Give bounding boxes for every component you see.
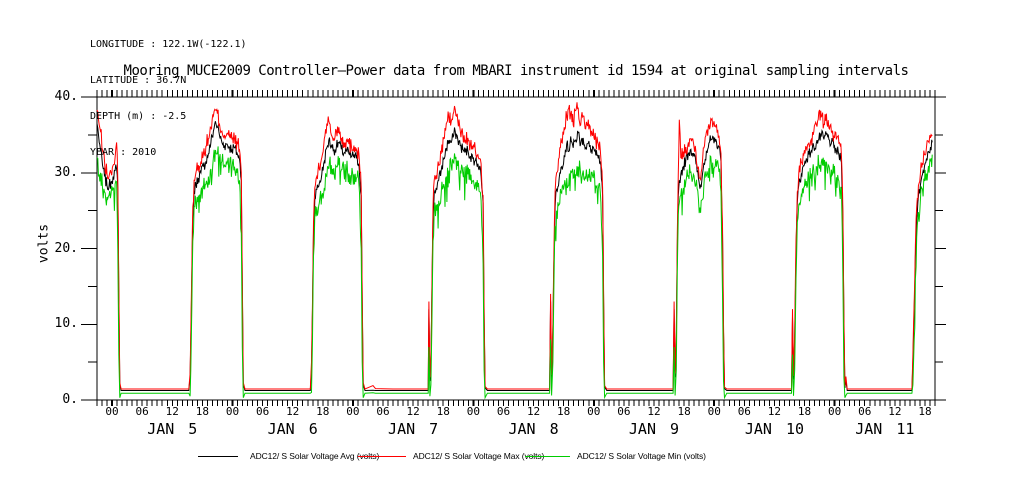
legend-line-max: [358, 456, 406, 457]
x-hour-label: 18: [918, 405, 932, 418]
legend-line-avg: [198, 456, 238, 457]
chart-legend: ADC12/ S Solar Voltage Avg (volts) ADC12/…: [0, 449, 1009, 465]
x-day-label: JAN 7: [388, 420, 439, 438]
x-day-label: JAN 9: [628, 420, 680, 438]
x-hour-label: 12: [526, 405, 541, 418]
legend-label-max: ADC12/ S Solar Voltage Max (volts): [413, 451, 545, 461]
x-axis-hour-labels: 00 06 12 18 00 06 12 18 00 06 12 18 00 06 12 18 00 06 12 18…: [0, 406, 1009, 419]
x-hour-label: 12: [286, 405, 300, 418]
year-text: YEAR : 2010: [90, 147, 157, 158]
x-hour-label: 06: [858, 405, 872, 418]
y-tick-label: 30.: [54, 164, 78, 180]
x-hour-label: 18: [557, 405, 571, 418]
x-hour-label: 00: [105, 405, 119, 418]
series-line-min: [96, 146, 933, 400]
x-hour-label: 18: [316, 405, 330, 418]
x-day-label: JAN 6: [267, 420, 318, 438]
x-hour-label: 00: [587, 405, 601, 418]
y-tick-label: 20.: [54, 240, 78, 256]
x-hour-label: 18: [195, 405, 209, 418]
x-hour-label: 00: [707, 405, 721, 418]
longitude-text: LONGITUDE : 122.1W(-122.1): [90, 39, 247, 50]
chart-title: Mooring MUCE2009 Controller–Power data f…: [123, 63, 909, 79]
x-hour-label: 18: [436, 405, 450, 418]
y-tick-label: 0.: [62, 392, 78, 407]
x-hour-label: 12: [165, 405, 179, 418]
x-day-label: JAN 5: [147, 420, 198, 438]
x-hour-label: 12: [888, 405, 902, 418]
x-day-label: JAN 10: [744, 420, 805, 438]
depth-text: DEPTH (m) : -2.5: [90, 111, 187, 122]
x-hour-label: 06: [376, 405, 390, 418]
x-hour-label: 06: [737, 405, 751, 418]
x-hour-label: 00: [828, 405, 842, 418]
x-hour-label: 06: [496, 405, 511, 418]
legend-label-avg: ADC12/ S Solar Voltage Avg (volts): [250, 451, 380, 461]
x-hour-label: 06: [135, 405, 149, 418]
series-line-avg: [96, 121, 933, 392]
x-hour-label: 18: [797, 405, 812, 418]
x-hour-label: 12: [406, 405, 420, 418]
x-hour-label: 00: [346, 405, 360, 418]
x-day-label: JAN 11: [855, 420, 915, 438]
x-hour-label: 00: [225, 405, 240, 418]
y-tick-label: 10.: [54, 316, 78, 332]
x-day-label: JAN 8: [508, 420, 559, 438]
x-hour-label: 12: [647, 405, 661, 418]
station-info-block: LONGITUDE : 122.1W(-122.1) LATITUDE : 36…: [90, 15, 247, 183]
latitude-text: LATITUDE : 36.7N: [90, 75, 187, 86]
x-hour-label: 12: [767, 405, 782, 418]
x-axis-day-labels: JAN 5 JAN 6 JAN 7 JAN 8 JAN 9 JAN 10 JAN 11: [0, 421, 1009, 439]
x-hour-label: 00: [466, 405, 480, 418]
legend-line-min: [525, 456, 570, 457]
series-line-max: [96, 102, 933, 390]
y-tick-label: 40.: [54, 89, 78, 104]
x-hour-label: 18: [677, 405, 691, 418]
x-hour-label: 06: [617, 405, 631, 418]
legend-label-min: ADC12/ S Solar Voltage Min (volts): [577, 451, 706, 461]
x-hour-label: 06: [255, 405, 270, 418]
